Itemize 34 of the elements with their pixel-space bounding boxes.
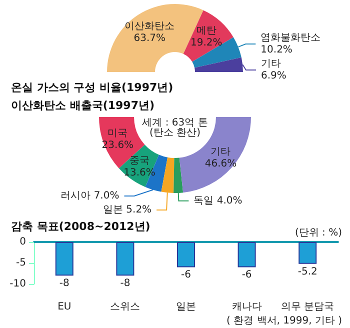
data-label: -8: [59, 278, 70, 290]
slice-label: 독일 4.0%: [194, 195, 242, 206]
slice-label: 메탄: [196, 26, 216, 37]
y-tick-label: 0: [20, 236, 26, 248]
slice-label: 이산화탄소: [124, 20, 175, 32]
chart-title: 감축 목표(2008~2012년): [11, 220, 150, 233]
slice-label: 기타: [210, 146, 231, 158]
data-label: -5.2: [298, 266, 318, 278]
slice-label: 염화불화탄소: [260, 32, 321, 44]
x-tick-label: 스위스: [110, 302, 140, 312]
slice-label: 일본 5.2%: [102, 204, 152, 216]
text: ( 환경 백서, 1999, 기타 ): [226, 316, 342, 326]
data-label: 6.9%: [261, 70, 286, 82]
text: 세계 : 63억 톤 (탄소 환산): [142, 118, 208, 138]
y-tick-label: -5: [16, 258, 26, 268]
slice-label: 러시아 7.0%: [60, 190, 120, 202]
chart-title: 이산화탄소 배출국(1997년): [11, 99, 154, 112]
text: 온실 가스의 구성 비율(1997년): [11, 81, 174, 94]
data-label: -6: [242, 270, 252, 281]
x-tick-label: 의무 분담국: [281, 302, 334, 312]
data-label: 10.2%: [260, 44, 292, 56]
x-tick-label: 캐나다: [232, 302, 262, 312]
data-label: -6: [181, 270, 191, 281]
slice-label: 미국: [108, 128, 128, 139]
data-label: 46.6%: [204, 158, 237, 170]
x-tick-label: 일본: [176, 302, 196, 312]
y-tick-label: -10: [10, 278, 26, 290]
x-tick-label: EU: [58, 302, 72, 312]
slice-label: 기타: [261, 58, 281, 70]
data-label: 63.7%: [134, 32, 166, 44]
data-label: -8: [120, 278, 130, 290]
data-label: 19.2%: [190, 38, 222, 49]
text: (단위 : %): [294, 228, 342, 238]
slice-label: 중국: [129, 156, 150, 167]
